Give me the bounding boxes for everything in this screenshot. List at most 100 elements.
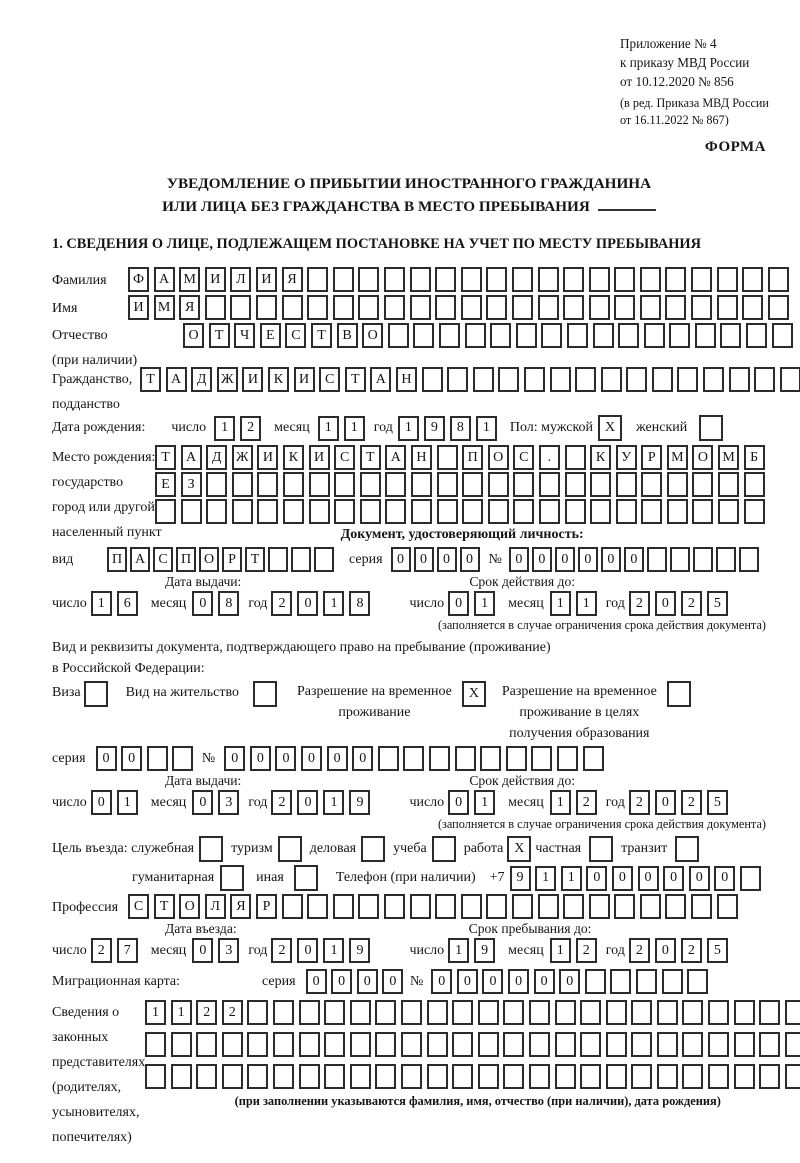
char-cell[interactable] [566, 323, 588, 348]
char-cell[interactable]: Р [641, 445, 663, 470]
char-cell[interactable] [754, 367, 776, 392]
char-cell[interactable]: 2 [575, 790, 597, 815]
char-cell[interactable]: 0 [654, 790, 676, 815]
char-cell[interactable]: М [718, 445, 740, 470]
char-cell[interactable] [661, 969, 683, 994]
char-cell[interactable] [358, 894, 380, 919]
char-cell[interactable]: 1 [549, 790, 571, 815]
char-cell[interactable]: Д [206, 445, 228, 470]
char-cell[interactable] [669, 323, 691, 348]
char-cell[interactable] [784, 1000, 800, 1025]
char-cell[interactable]: О [179, 894, 201, 919]
char-cell[interactable] [383, 894, 405, 919]
char-cell[interactable] [779, 367, 800, 392]
char-cell[interactable] [743, 499, 765, 524]
char-cell[interactable] [759, 1064, 781, 1089]
char-cell[interactable] [531, 746, 553, 771]
char-cell[interactable] [447, 367, 469, 392]
char-cell[interactable] [554, 1032, 576, 1057]
char-cell[interactable] [281, 894, 303, 919]
char-cell[interactable] [307, 267, 329, 292]
char-cell[interactable]: О [183, 323, 204, 348]
char-cell[interactable]: 0 [275, 746, 297, 771]
char-cell[interactable]: С [285, 323, 307, 348]
char-cell[interactable] [180, 499, 202, 524]
char-cell[interactable]: Т [140, 367, 161, 392]
char-cell[interactable] [564, 499, 586, 524]
char-cell[interactable]: 8 [349, 591, 371, 616]
char-cell[interactable]: И [242, 367, 264, 392]
char-cell[interactable] [610, 969, 632, 994]
char-cell[interactable] [170, 1032, 192, 1057]
char-cell[interactable] [231, 472, 253, 497]
char-cell[interactable]: 1 [90, 591, 112, 616]
char-cell[interactable]: 1 [474, 591, 496, 616]
char-cell[interactable]: 1 [448, 938, 470, 963]
char-cell[interactable]: . [538, 445, 560, 470]
char-cell[interactable] [429, 746, 451, 771]
char-cell[interactable]: Я [230, 894, 252, 919]
char-cell[interactable]: Т [153, 894, 175, 919]
char-cell[interactable]: 0 [482, 969, 504, 994]
char-cell[interactable]: 0 [637, 865, 659, 891]
char-cell[interactable] [460, 295, 482, 320]
char-cell[interactable] [641, 499, 663, 524]
char-cell[interactable]: X [461, 681, 486, 707]
char-cell[interactable]: А [165, 367, 187, 392]
char-cell[interactable] [199, 836, 224, 862]
char-cell[interactable] [615, 499, 637, 524]
char-cell[interactable] [486, 894, 508, 919]
char-cell[interactable]: 0 [192, 938, 214, 963]
char-cell[interactable] [528, 1000, 550, 1025]
char-cell[interactable]: 0 [559, 969, 581, 994]
char-cell[interactable]: П [176, 547, 196, 572]
char-cell[interactable] [537, 894, 559, 919]
char-cell[interactable] [334, 472, 356, 497]
char-cell[interactable]: 2 [628, 790, 650, 815]
char-cell[interactable]: 0 [508, 547, 529, 572]
char-cell[interactable] [708, 1000, 730, 1025]
char-cell[interactable]: Т [359, 445, 381, 470]
char-cell[interactable]: 1 [535, 865, 557, 891]
char-cell[interactable] [631, 1064, 653, 1089]
char-cell[interactable]: 8 [449, 415, 471, 441]
char-cell[interactable]: Б [743, 445, 765, 470]
char-cell[interactable] [563, 267, 585, 292]
char-cell[interactable] [426, 1000, 448, 1025]
char-cell[interactable]: 2 [680, 790, 702, 815]
char-cell[interactable]: А [370, 367, 392, 392]
char-cell[interactable]: 0 [192, 790, 214, 815]
char-cell[interactable] [247, 1000, 269, 1025]
char-cell[interactable]: Н [395, 367, 417, 392]
char-cell[interactable]: Т [245, 547, 265, 572]
char-cell[interactable]: X [507, 836, 532, 862]
char-cell[interactable]: 2 [271, 790, 293, 815]
char-cell[interactable] [590, 499, 612, 524]
char-cell[interactable]: 2 [575, 938, 597, 963]
char-cell[interactable]: Ч [234, 323, 256, 348]
char-cell[interactable] [486, 295, 508, 320]
char-cell[interactable]: И [293, 367, 315, 392]
char-cell[interactable]: Л [204, 894, 226, 919]
char-cell[interactable]: О [362, 323, 384, 348]
char-cell[interactable] [590, 472, 612, 497]
char-cell[interactable]: Ж [231, 445, 253, 470]
char-cell[interactable] [472, 367, 494, 392]
char-cell[interactable] [332, 267, 354, 292]
char-cell[interactable] [564, 472, 586, 497]
char-cell[interactable]: 1 [214, 415, 236, 441]
char-cell[interactable] [247, 1032, 269, 1057]
char-cell[interactable] [307, 295, 329, 320]
char-cell[interactable] [631, 1000, 653, 1025]
char-cell[interactable] [665, 295, 687, 320]
char-cell[interactable] [692, 547, 713, 572]
char-cell[interactable]: 3 [218, 790, 240, 815]
char-cell[interactable]: 0 [714, 865, 736, 891]
char-cell[interactable]: 2 [271, 591, 293, 616]
char-cell[interactable] [247, 1064, 269, 1089]
char-cell[interactable]: 6 [116, 591, 138, 616]
char-cell[interactable] [257, 499, 279, 524]
char-cell[interactable] [718, 499, 740, 524]
char-cell[interactable]: К [590, 445, 612, 470]
char-cell[interactable] [646, 547, 667, 572]
